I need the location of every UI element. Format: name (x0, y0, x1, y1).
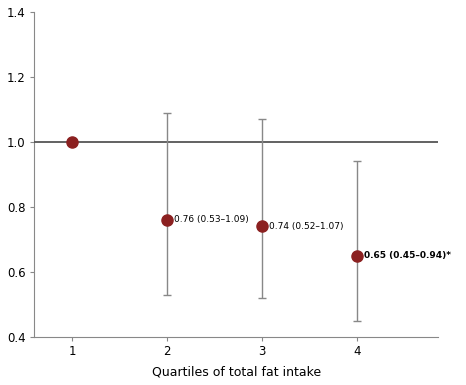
Text: 0.74 (0.52–1.07): 0.74 (0.52–1.07) (269, 222, 343, 231)
Text: 0.76 (0.53–1.09): 0.76 (0.53–1.09) (174, 215, 249, 224)
X-axis label: Quartiles of total fat intake: Quartiles of total fat intake (151, 365, 321, 378)
Text: 0.65 (0.45–0.94)*: 0.65 (0.45–0.94)* (364, 251, 451, 260)
